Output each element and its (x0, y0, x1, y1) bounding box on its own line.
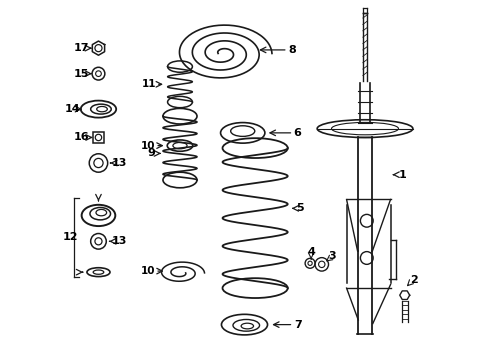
Text: 7: 7 (293, 320, 301, 330)
Text: 5: 5 (296, 203, 304, 213)
Text: 6: 6 (293, 128, 301, 138)
Text: 4: 4 (306, 247, 314, 257)
Text: 15: 15 (74, 69, 89, 79)
Text: 12: 12 (62, 233, 78, 242)
Text: 17: 17 (74, 43, 89, 53)
Text: 11: 11 (142, 79, 157, 89)
Text: 9: 9 (147, 148, 155, 158)
Text: 13: 13 (112, 158, 127, 168)
Text: 10: 10 (141, 141, 155, 150)
Text: 2: 2 (409, 275, 417, 285)
Text: 10: 10 (141, 266, 155, 276)
Text: 3: 3 (328, 251, 336, 261)
Text: 16: 16 (74, 132, 89, 143)
Text: 13: 13 (111, 236, 126, 246)
Text: 1: 1 (398, 170, 405, 180)
Text: 14: 14 (64, 104, 80, 114)
Text: 8: 8 (288, 45, 296, 55)
